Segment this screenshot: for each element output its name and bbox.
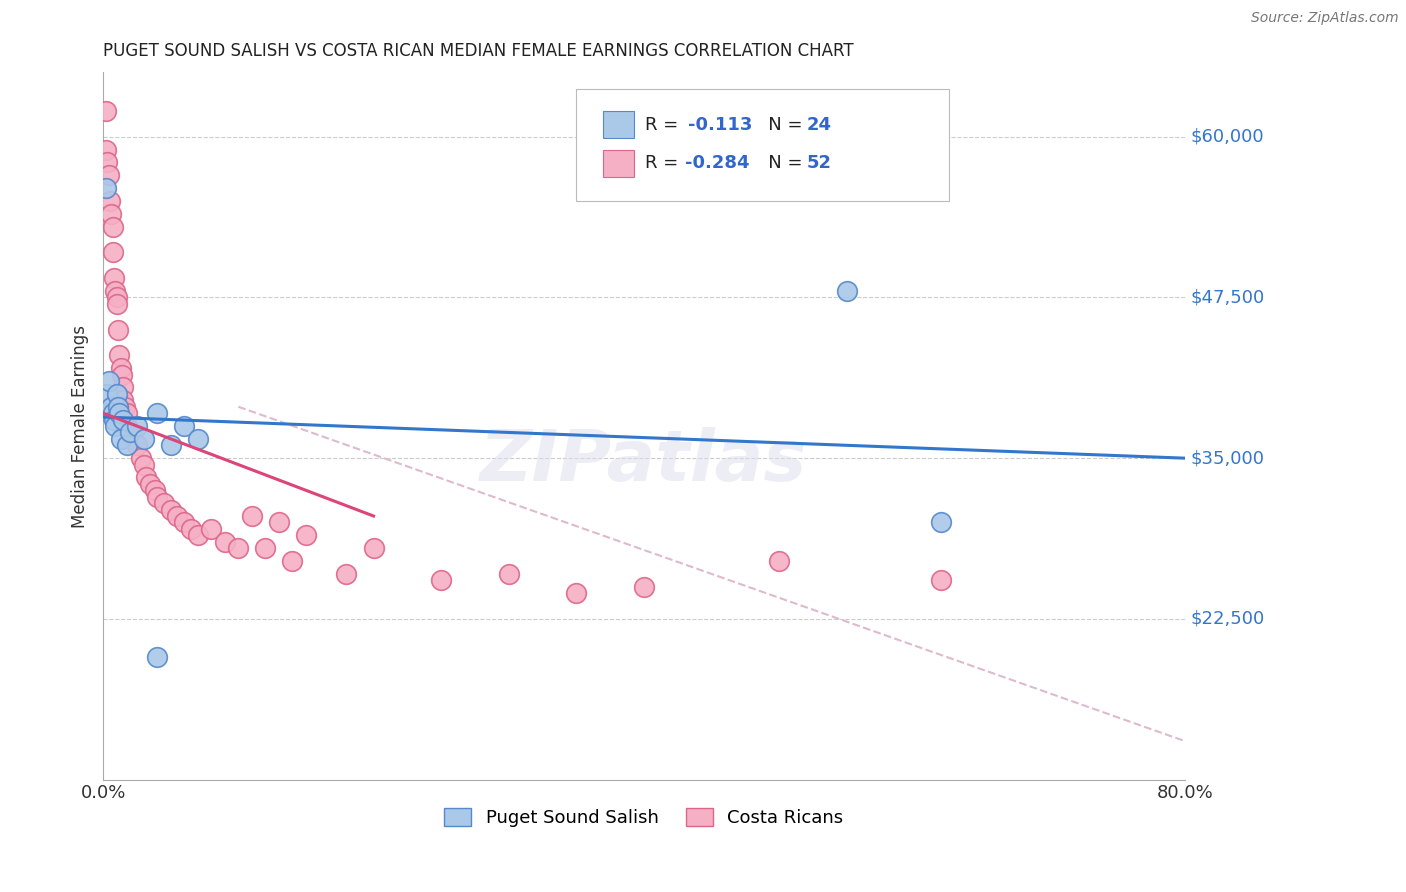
Point — [105, 297, 128, 311]
Point — [146, 490, 169, 504]
Text: N =: N = — [751, 154, 808, 172]
Point — [103, 412, 125, 426]
Point — [100, 400, 122, 414]
Point — [97, 169, 120, 183]
Point — [104, 284, 127, 298]
Text: N =: N = — [751, 116, 808, 134]
Point — [120, 425, 142, 440]
Point — [107, 400, 129, 414]
Point — [335, 566, 357, 581]
Point — [135, 470, 157, 484]
Point — [295, 528, 318, 542]
Point — [125, 419, 148, 434]
Point — [200, 522, 222, 536]
Point — [267, 516, 290, 530]
Point — [159, 502, 181, 516]
Point — [94, 143, 117, 157]
Point — [101, 245, 124, 260]
Point — [254, 541, 277, 556]
Point — [105, 290, 128, 304]
Point — [143, 483, 166, 498]
Point — [97, 374, 120, 388]
Text: $35,000: $35,000 — [1189, 450, 1264, 467]
Point — [565, 586, 588, 600]
Point — [117, 438, 139, 452]
Point — [129, 451, 152, 466]
Point — [835, 284, 858, 298]
Point — [108, 348, 131, 362]
Point — [104, 419, 127, 434]
Text: Source: ZipAtlas.com: Source: ZipAtlas.com — [1251, 11, 1399, 25]
Point — [281, 554, 304, 568]
Point — [98, 194, 121, 208]
Legend: Puget Sound Salish, Costa Ricans: Puget Sound Salish, Costa Ricans — [437, 800, 851, 834]
Point — [931, 516, 953, 530]
Point — [98, 406, 121, 420]
Point — [173, 516, 195, 530]
Point — [228, 541, 250, 556]
Point — [132, 432, 155, 446]
Text: 52: 52 — [807, 154, 832, 172]
Point — [103, 271, 125, 285]
Point — [214, 534, 236, 549]
Point — [139, 476, 162, 491]
Point — [94, 103, 117, 118]
Point — [122, 432, 145, 446]
Point — [117, 419, 139, 434]
Point — [187, 432, 209, 446]
Point — [166, 509, 188, 524]
Text: ZIPatlas: ZIPatlas — [481, 427, 807, 496]
Text: R =: R = — [645, 154, 685, 172]
Text: -0.284: -0.284 — [685, 154, 749, 172]
Point — [107, 322, 129, 336]
Point — [101, 406, 124, 420]
Point — [94, 181, 117, 195]
Point — [111, 368, 134, 382]
Point — [114, 400, 136, 414]
Point — [112, 393, 135, 408]
Point — [110, 361, 132, 376]
Point — [132, 458, 155, 472]
Point — [768, 554, 790, 568]
Point — [125, 438, 148, 452]
Point — [100, 207, 122, 221]
Point — [159, 438, 181, 452]
Point — [931, 574, 953, 588]
Point — [120, 425, 142, 440]
Point — [430, 574, 453, 588]
Point — [187, 528, 209, 542]
Point — [173, 419, 195, 434]
Point — [112, 380, 135, 394]
Point — [363, 541, 385, 556]
Text: $47,500: $47,500 — [1189, 288, 1264, 307]
Point — [112, 412, 135, 426]
Point — [153, 496, 176, 510]
Text: -0.113: -0.113 — [688, 116, 752, 134]
Text: PUGET SOUND SALISH VS COSTA RICAN MEDIAN FEMALE EARNINGS CORRELATION CHART: PUGET SOUND SALISH VS COSTA RICAN MEDIAN… — [103, 42, 853, 60]
Text: 24: 24 — [807, 116, 832, 134]
Y-axis label: Median Female Earnings: Median Female Earnings — [72, 325, 89, 527]
Point — [633, 580, 655, 594]
Point — [105, 387, 128, 401]
Point — [146, 406, 169, 420]
Point — [117, 406, 139, 420]
Text: $60,000: $60,000 — [1189, 128, 1264, 145]
Point — [180, 522, 202, 536]
Point — [108, 406, 131, 420]
Point — [96, 155, 118, 169]
Point — [96, 387, 118, 401]
Point — [498, 566, 520, 581]
Point — [240, 509, 263, 524]
Text: R =: R = — [645, 116, 690, 134]
Point — [110, 432, 132, 446]
Point — [146, 650, 169, 665]
Text: $22,500: $22,500 — [1189, 610, 1264, 628]
Point — [101, 219, 124, 234]
